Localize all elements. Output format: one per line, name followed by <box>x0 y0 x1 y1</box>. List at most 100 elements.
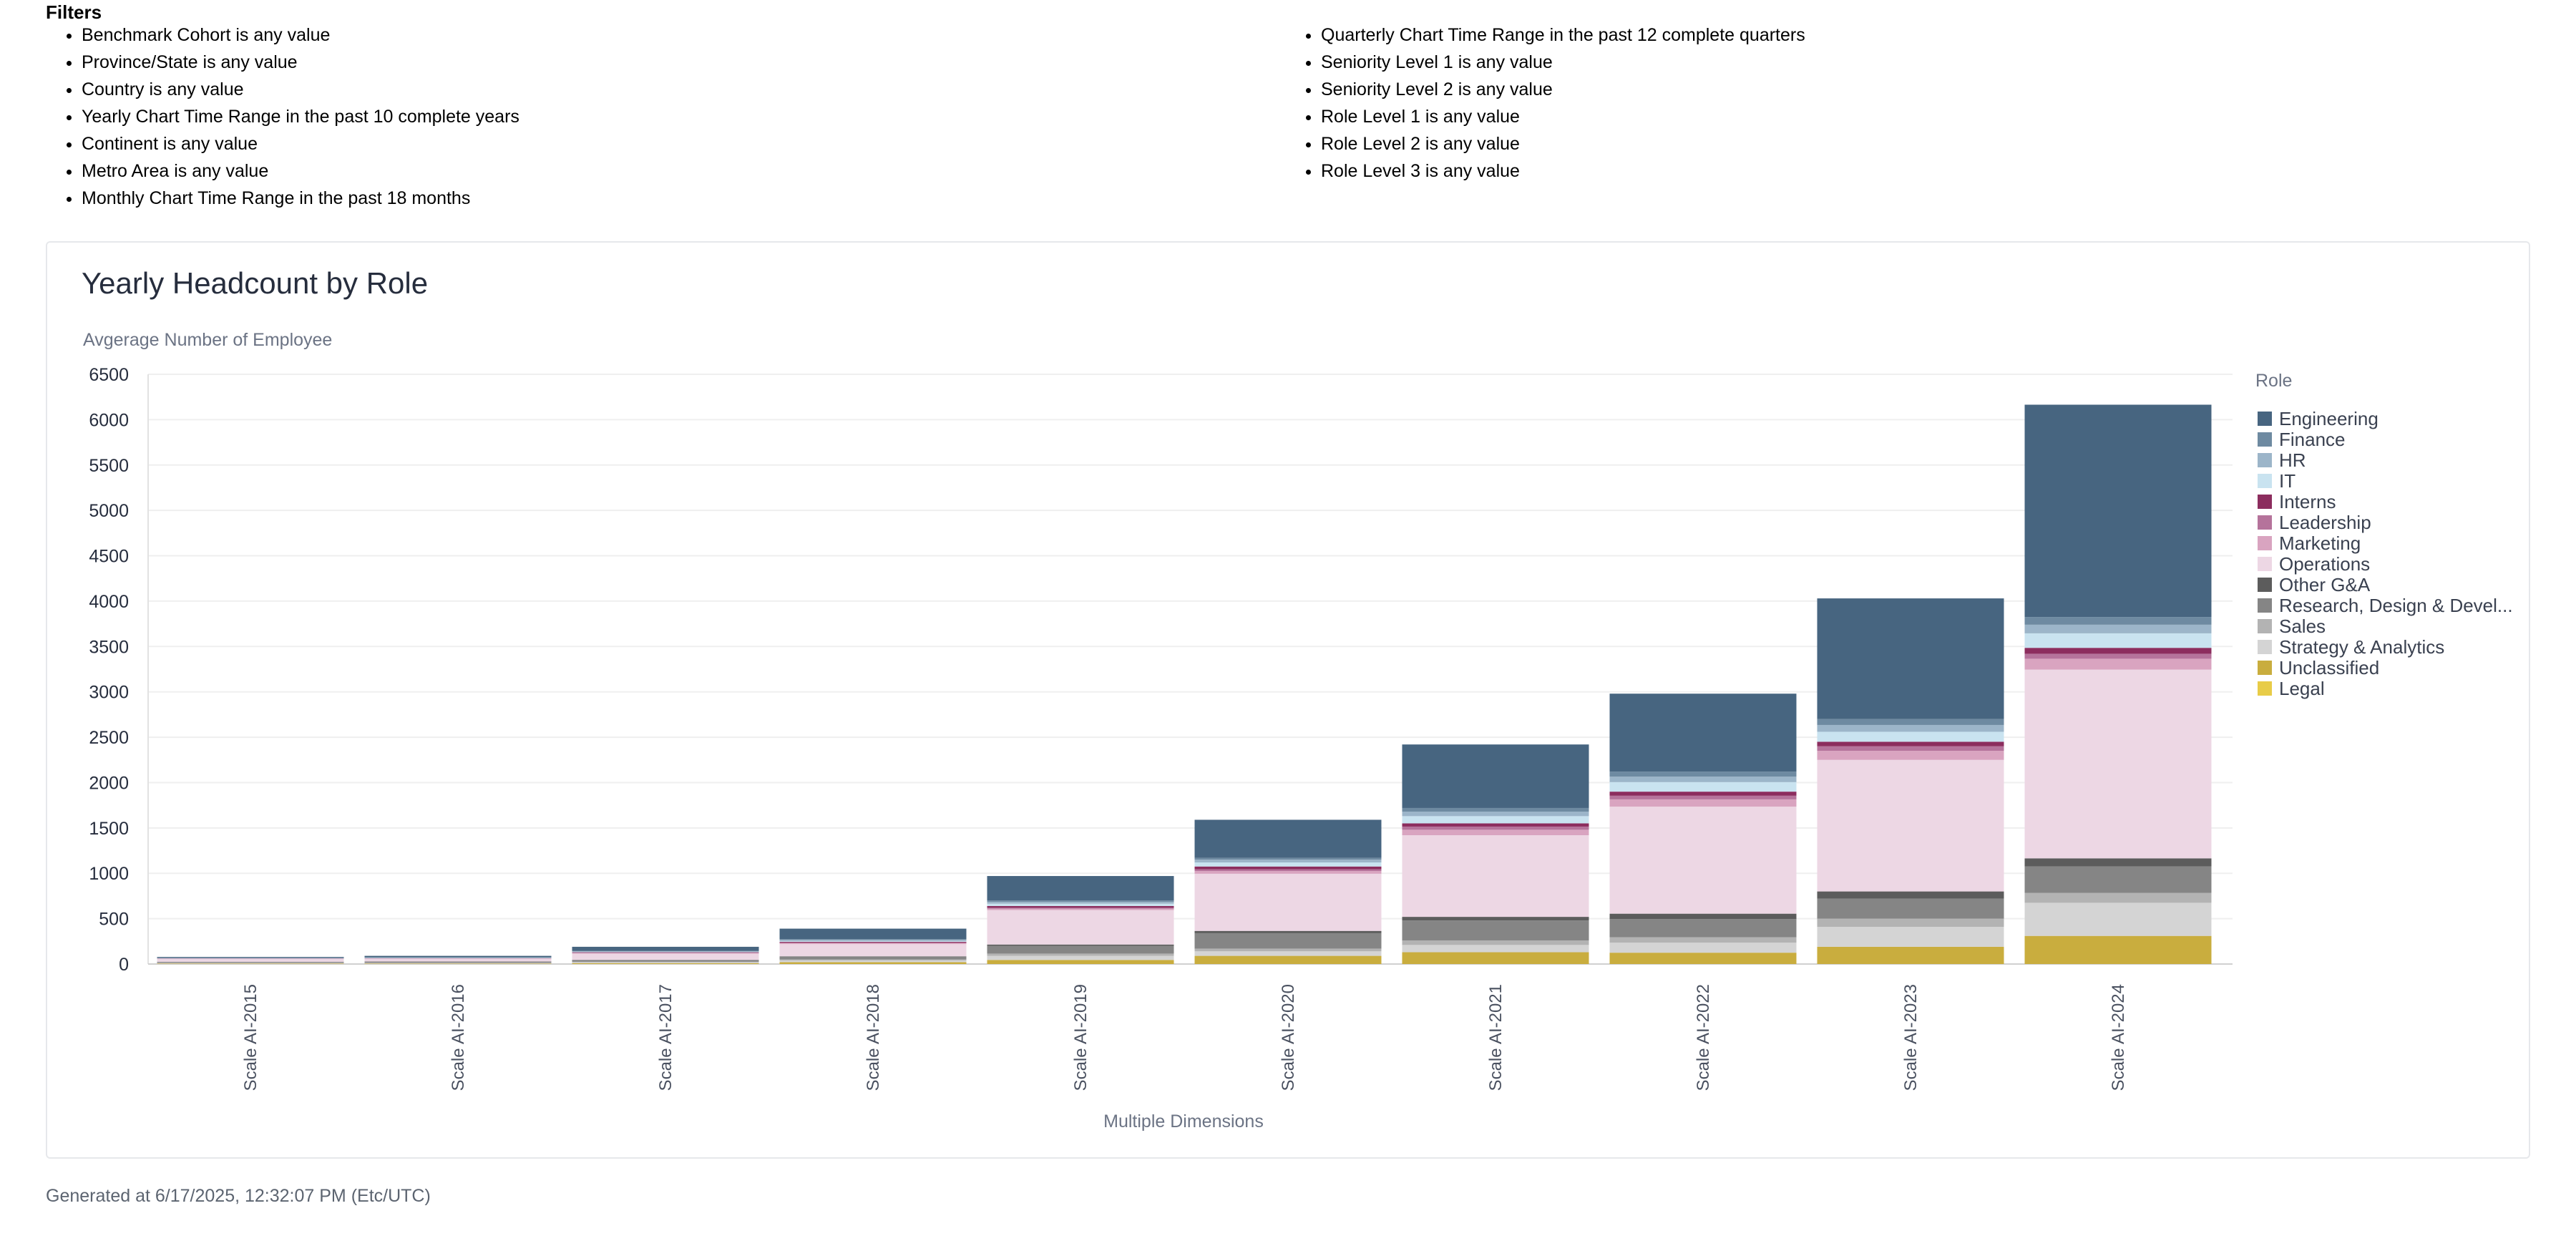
bar-segment-engineering[interactable] <box>2024 404 2212 618</box>
bar-segment-interns[interactable] <box>987 905 1174 908</box>
bar-segment-operations[interactable] <box>1817 759 2004 892</box>
bar-segment-operations[interactable] <box>779 944 967 957</box>
bar-segment-operations[interactable] <box>1609 807 1797 914</box>
bar-segment-engineering[interactable] <box>1609 694 1797 772</box>
bar-segment-other-g-a[interactable] <box>2024 858 2212 867</box>
bar-segment-strategy-analytics[interactable] <box>157 963 344 964</box>
bar-segment-finance[interactable] <box>987 900 1174 902</box>
legend-swatch[interactable] <box>2258 578 2272 592</box>
bar-segment-sales[interactable] <box>2024 892 2212 903</box>
bar-segment-unclassified[interactable] <box>364 963 552 964</box>
bar-segment-interns[interactable] <box>1609 792 1797 796</box>
bar-segment-interns[interactable] <box>1817 741 2004 746</box>
bar-segment-operations[interactable] <box>1194 873 1382 931</box>
bar-segment-marketing[interactable] <box>1609 799 1797 807</box>
bar-segment-leadership[interactable] <box>1402 826 1589 830</box>
bar-segment-marketing[interactable] <box>1817 751 2004 760</box>
bar-segment-finance[interactable] <box>572 950 759 952</box>
bar-segment-sales[interactable] <box>1817 918 2004 928</box>
bar-segment-sales[interactable] <box>1402 940 1589 945</box>
bar-segment-finance[interactable] <box>1609 772 1797 777</box>
bar-segment-unclassified[interactable] <box>157 963 344 964</box>
legend-item-label[interactable]: Operations <box>2279 553 2370 575</box>
bar-segment-sales[interactable] <box>1194 948 1382 952</box>
bar-segment-research-design-development[interactable] <box>779 956 967 960</box>
bar-segment-research-design-development[interactable] <box>1402 920 1589 941</box>
legend-item-label[interactable]: Interns <box>2279 491 2336 512</box>
bar-segment-it[interactable] <box>1817 731 2004 742</box>
bar-segment-engineering[interactable] <box>572 946 759 951</box>
bar-segment-research-design-development[interactable] <box>364 961 552 963</box>
legend-item-label[interactable]: Unclassified <box>2279 657 2379 678</box>
bar-segment-research-design-development[interactable] <box>987 945 1174 954</box>
legend-item-label[interactable]: HR <box>2279 449 2306 471</box>
bar-segment-it[interactable] <box>2024 633 2212 648</box>
bar-segment-marketing[interactable] <box>987 908 1174 910</box>
bar-segment-operations[interactable] <box>2024 669 2212 859</box>
bar-segment-finance[interactable] <box>779 939 967 940</box>
bar-segment-engineering[interactable] <box>987 876 1174 901</box>
bar-segment-hr[interactable] <box>987 902 1174 904</box>
bar-segment-strategy-analytics[interactable] <box>572 962 759 963</box>
bar-segment-unclassified[interactable] <box>572 963 759 964</box>
bar-segment-it[interactable] <box>1194 862 1382 867</box>
legend-swatch[interactable] <box>2258 474 2272 488</box>
legend-swatch[interactable] <box>2258 536 2272 550</box>
legend-item-label[interactable]: Research, Design & Devel... <box>2279 595 2513 616</box>
bar-segment-strategy-analytics[interactable] <box>987 955 1174 960</box>
bar-segment-other-g-a[interactable] <box>987 944 1174 946</box>
bar-segment-finance[interactable] <box>1402 807 1589 812</box>
bar-segment-research-design-development[interactable] <box>1609 919 1797 938</box>
legend-item-label[interactable]: Leadership <box>2279 512 2371 533</box>
bar-segment-interns[interactable] <box>2024 648 2212 654</box>
legend-swatch[interactable] <box>2258 640 2272 654</box>
bar-segment-other-g-a[interactable] <box>1194 930 1382 933</box>
bar-segment-marketing[interactable] <box>1194 871 1382 874</box>
legend-swatch[interactable] <box>2258 453 2272 467</box>
bar-segment-interns[interactable] <box>1194 866 1382 870</box>
bar-segment-engineering[interactable] <box>1402 744 1589 808</box>
legend-swatch[interactable] <box>2258 515 2272 530</box>
bar-segment-unclassified[interactable] <box>987 960 1174 964</box>
bar-segment-leadership[interactable] <box>1609 795 1797 799</box>
bar-segment-leadership[interactable] <box>1817 746 2004 751</box>
bar-segment-hr[interactable] <box>2024 624 2212 633</box>
legend-swatch[interactable] <box>2258 432 2272 447</box>
bar-segment-marketing[interactable] <box>779 943 967 945</box>
bar-segment-unclassified[interactable] <box>1609 953 1797 964</box>
bar-segment-engineering[interactable] <box>157 957 344 958</box>
bar-segment-other-g-a[interactable] <box>779 956 967 957</box>
bar-segment-other-g-a[interactable] <box>1817 891 2004 899</box>
bar-segment-other-g-a[interactable] <box>1402 917 1589 921</box>
legend-swatch[interactable] <box>2258 598 2272 613</box>
bar-segment-it[interactable] <box>779 940 967 942</box>
bar-segment-sales[interactable] <box>572 961 759 963</box>
bar-segment-operations[interactable] <box>364 958 552 962</box>
bar-segment-marketing[interactable] <box>1402 829 1589 835</box>
bar-segment-hr[interactable] <box>1817 724 2004 732</box>
bar-segment-hr[interactable] <box>1609 777 1797 782</box>
legend-swatch[interactable] <box>2258 619 2272 633</box>
legend-item-label[interactable]: Legal <box>2279 678 2325 699</box>
bar-segment-it[interactable] <box>987 903 1174 906</box>
bar-segment-hr[interactable] <box>1194 860 1382 863</box>
bar-segment-finance[interactable] <box>2024 617 2212 625</box>
legend-item-label[interactable]: Strategy & Analytics <box>2279 636 2444 658</box>
legend-item-label[interactable]: Engineering <box>2279 408 2379 429</box>
bar-segment-unclassified[interactable] <box>2024 935 2212 964</box>
bar-segment-engineering[interactable] <box>1194 819 1382 858</box>
bar-segment-finance[interactable] <box>1194 857 1382 860</box>
bar-segment-interns[interactable] <box>779 941 967 943</box>
bar-segment-strategy-analytics[interactable] <box>779 960 967 963</box>
bar-segment-unclassified[interactable] <box>1194 955 1382 964</box>
bar-segment-engineering[interactable] <box>1817 598 2004 719</box>
bar-segment-engineering[interactable] <box>779 928 967 940</box>
legend-item-label[interactable]: Marketing <box>2279 532 2361 554</box>
legend-item-label[interactable]: Other G&A <box>2279 574 2371 595</box>
bar-segment-operations[interactable] <box>987 910 1174 945</box>
bar-segment-interns[interactable] <box>1402 823 1589 827</box>
legend-swatch[interactable] <box>2258 412 2272 426</box>
bar-segment-research-design-development[interactable] <box>1817 898 2004 919</box>
bar-segment-operations[interactable] <box>572 953 759 960</box>
legend-swatch[interactable] <box>2258 495 2272 509</box>
